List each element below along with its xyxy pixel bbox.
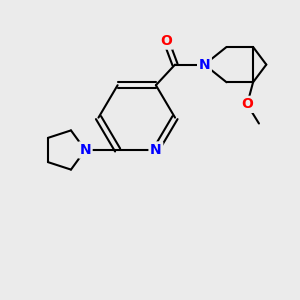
Text: N: N — [150, 143, 162, 157]
Text: O: O — [160, 34, 172, 48]
Text: N: N — [199, 58, 210, 72]
Text: N: N — [80, 143, 91, 157]
Text: O: O — [241, 98, 253, 111]
